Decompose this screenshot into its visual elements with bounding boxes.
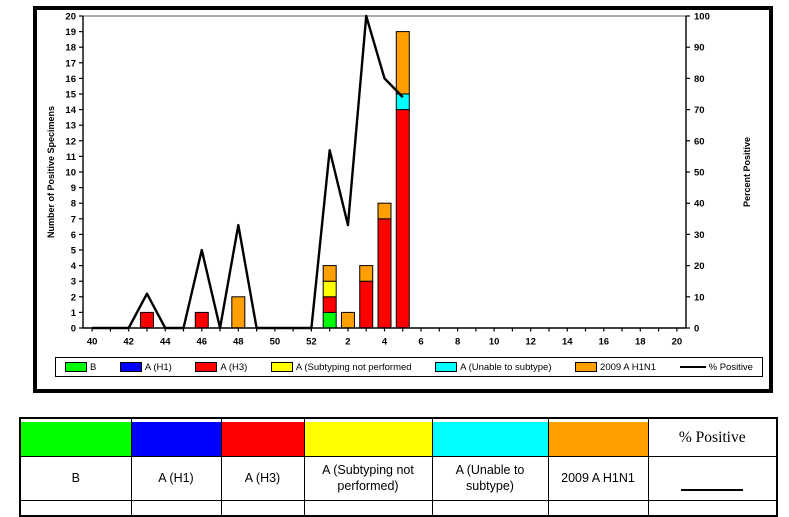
svg-text:44: 44: [160, 337, 171, 348]
svg-text:8: 8: [455, 337, 460, 348]
svg-text:16: 16: [598, 337, 609, 348]
svg-text:1: 1: [71, 308, 77, 319]
svg-text:40: 40: [87, 337, 98, 348]
a-h1-table-swatch: [131, 422, 221, 456]
svg-text:12: 12: [65, 136, 76, 147]
a-subtyping-not-performed-swatch-icon: [270, 362, 293, 372]
chart-svg: 0123456789101112131415161718192001020304…: [46, 12, 752, 348]
svg-text:80: 80: [694, 74, 705, 85]
a-unable-to-subtype-table-swatch: [432, 422, 548, 456]
svg-text:6: 6: [71, 230, 76, 241]
legend-label: A (Subtyping not performed: [295, 361, 412, 373]
a-unable-to-subtype-swatch-icon: [435, 362, 458, 372]
svg-text:70: 70: [694, 105, 705, 116]
legend-label: A (H1): [144, 361, 172, 373]
svg-text:100: 100: [694, 12, 710, 23]
legend-item-percent-positive: % Positive: [679, 361, 753, 373]
svg-text:90: 90: [694, 43, 705, 54]
percent-positive-line-symbol: [681, 489, 744, 491]
table-header-percent-positive: % Positive: [647, 417, 778, 457]
svg-text:46: 46: [196, 337, 207, 348]
table-swatch-row: % Positive: [19, 417, 778, 457]
table-stub-row: [19, 500, 778, 517]
legend-item-2009-a-h1n1: 2009 A H1N1: [575, 362, 656, 373]
svg-text:18: 18: [635, 337, 646, 348]
legend-label: A (H3): [220, 361, 248, 373]
table-label-a-subtyping-not-performed: A (Subtyping not performed): [303, 456, 433, 501]
legend-item-a-unable-to-subtype: A (Unable to subtype): [435, 362, 551, 373]
legend-item-b: B: [65, 362, 96, 373]
b-table-swatch: [21, 422, 131, 456]
svg-text:2: 2: [345, 337, 350, 348]
svg-text:48: 48: [233, 337, 244, 348]
b-swatch-icon: [65, 362, 87, 372]
svg-text:18: 18: [65, 43, 76, 54]
svg-text:Percent Positive: Percent Positive: [742, 137, 752, 207]
legend-label: % Positive: [708, 361, 753, 373]
svg-text:50: 50: [694, 168, 705, 179]
svg-text:13: 13: [65, 121, 76, 132]
svg-text:10: 10: [65, 168, 76, 179]
svg-text:3: 3: [71, 277, 76, 288]
svg-text:15: 15: [65, 90, 76, 101]
svg-text:30: 30: [694, 230, 705, 241]
svg-text:4: 4: [71, 261, 77, 272]
2009-a-h1n1-swatch-icon: [575, 362, 598, 372]
legend-label: B: [90, 361, 97, 373]
svg-text:20: 20: [694, 261, 705, 272]
percent-positive-line-icon: [679, 366, 706, 368]
a-h3-table-swatch: [221, 422, 304, 456]
a-h1-swatch-icon: [119, 362, 142, 372]
table-label-row: B A (H1) A (H3) A (Subtyping not perform…: [19, 456, 778, 501]
svg-text:20: 20: [65, 12, 76, 23]
table-label-2009-a-h1n1: 2009 A H1N1: [547, 456, 649, 501]
svg-text:14: 14: [65, 105, 76, 116]
table-label-b: B: [19, 456, 132, 501]
a-h3-swatch-icon: [195, 362, 218, 372]
legend-item-a-subtyping-not-performed: A (Subtyping not performed: [270, 361, 412, 373]
chart-frame: 0 1 2 3 4 5 6 7 8 9 10 11 12 13 14 15 16 17 18 19 20 0 10 20 30 4…: [33, 6, 773, 393]
legend-item-a-h1: A (H1): [119, 361, 172, 373]
svg-text:52: 52: [306, 337, 317, 348]
svg-text:10: 10: [489, 337, 500, 348]
svg-text:19: 19: [65, 27, 76, 38]
svg-text:20: 20: [672, 337, 683, 348]
svg-text:8: 8: [71, 199, 76, 210]
svg-text:5: 5: [71, 246, 77, 257]
svg-text:6: 6: [418, 337, 423, 348]
svg-text:Number of Positive Specimens: Number of Positive Specimens: [46, 106, 56, 238]
chart-legend: B A (H1) A (H3) A (Subtyping not perform…: [55, 357, 763, 377]
table-label-a-h3: A (H3): [220, 456, 305, 501]
svg-text:14: 14: [562, 337, 573, 348]
legend-label: A (Unable to subtype): [460, 361, 552, 373]
2009-a-h1n1-table-swatch: [548, 422, 648, 456]
svg-text:10: 10: [694, 292, 705, 303]
svg-text:50: 50: [270, 337, 281, 348]
svg-text:0: 0: [71, 324, 76, 335]
table-label-a-h1: A (H1): [130, 456, 222, 501]
svg-text:12: 12: [525, 337, 536, 348]
legend-label: 2009 A H1N1: [600, 361, 657, 373]
a-subtyping-not-performed-table-swatch: [304, 422, 432, 456]
color-key-table: % Positive B A (H1) A (H3) A (Subtyping …: [19, 417, 778, 517]
svg-text:11: 11: [66, 152, 77, 163]
svg-text:0: 0: [694, 324, 699, 335]
svg-text:4: 4: [382, 337, 388, 348]
svg-text:7: 7: [71, 214, 76, 225]
svg-text:42: 42: [123, 337, 134, 348]
svg-text:17: 17: [65, 58, 76, 69]
svg-text:9: 9: [71, 183, 76, 194]
svg-text:2: 2: [71, 292, 76, 303]
svg-text:60: 60: [694, 136, 705, 147]
svg-text:40: 40: [694, 199, 705, 210]
table-label-a-unable-to-subtype: A (Unable to subtype): [431, 456, 549, 501]
svg-text:16: 16: [65, 74, 76, 85]
legend-item-a-h3: A (H3): [195, 362, 247, 373]
